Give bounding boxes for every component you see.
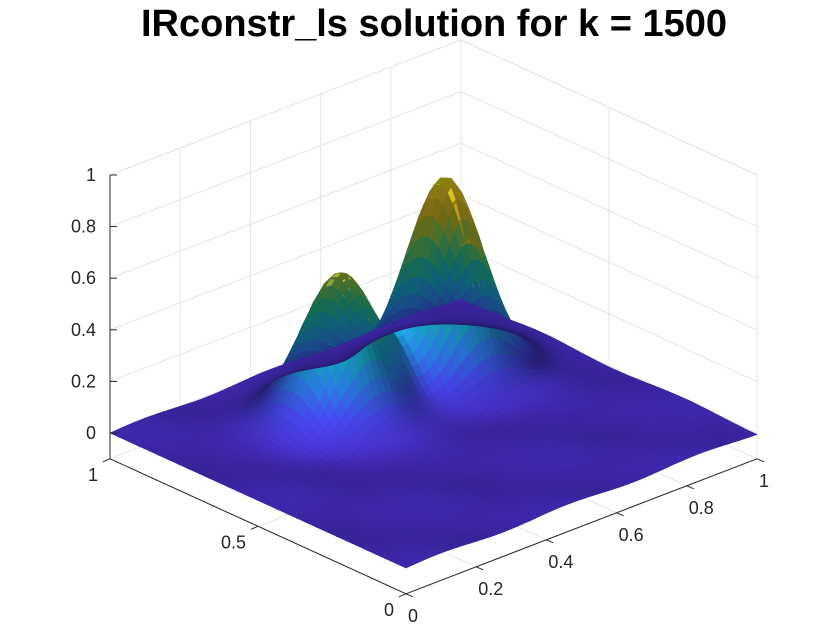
x-tick-mark (546, 539, 554, 544)
z-tick-label: 1 (86, 165, 96, 185)
y-tick-mark (250, 525, 259, 530)
y-tick-label: 1 (88, 465, 98, 485)
x-tick-mark (756, 458, 765, 463)
x-tick-mark (476, 566, 484, 571)
surface-mesh (109, 177, 758, 569)
grid-line-z-wall-x (460, 245, 758, 382)
y-tick-mark (398, 593, 407, 598)
x-tick-label: 0.2 (478, 579, 503, 599)
x-tick-label: 0.8 (689, 498, 714, 518)
z-tick-label: 0.2 (71, 371, 96, 391)
z-tick-label: 0.4 (71, 320, 96, 340)
z-tick-label: 0.8 (71, 217, 96, 237)
x-tick-label: 0 (408, 606, 418, 626)
grid-line-z-wall-y (109, 194, 462, 331)
x-tick-mark (405, 593, 414, 598)
y-tick-label: 0 (384, 600, 394, 620)
z-tick-label: 0.6 (71, 268, 96, 288)
grid-line-z-wall-x (460, 91, 758, 228)
box-edge-top-y (109, 39, 462, 176)
z-tick-label: 0 (86, 423, 96, 443)
x-tick-label: 0.6 (619, 525, 644, 545)
grid-line-z-wall-x (460, 194, 758, 331)
tick-labels: 0 0.2 0.4 0.6 0.8 1 0 0.5 1 0 0.2 0.4 0.6 0.8 1 (71, 165, 769, 626)
grid-line-z-wall-y (109, 91, 462, 228)
x-tick-label: 0.4 (548, 552, 573, 572)
y-tick-mark (102, 458, 111, 463)
x-tick-label: 1 (759, 471, 769, 491)
grid-line-z-wall-y (109, 142, 462, 279)
grid-line-z-wall-x (460, 142, 758, 279)
axis-lines (102, 174, 765, 598)
x-tick-mark (686, 485, 694, 490)
box-edge-top-x (460, 39, 758, 176)
chart-title: IRconstr_ls solution for k = 1500 (141, 3, 727, 45)
x-tick-mark (616, 512, 624, 517)
y-tick-label: 0.5 (221, 532, 246, 552)
x-axis-line (405, 458, 758, 595)
